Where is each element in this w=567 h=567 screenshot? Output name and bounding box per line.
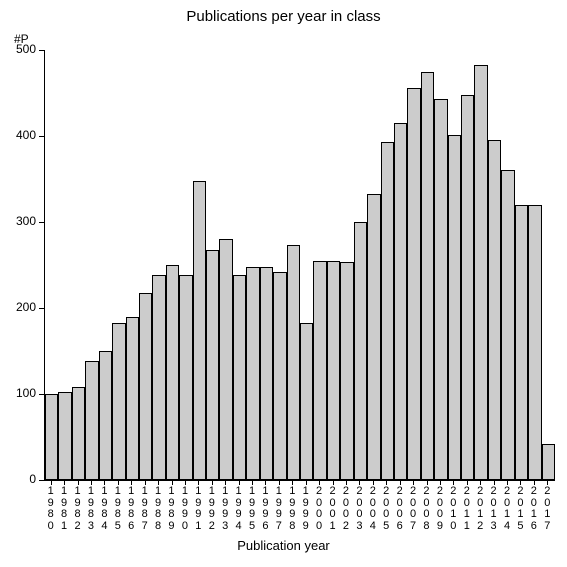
x-tick-label: 2 0 0 0 [312, 486, 325, 532]
bar [58, 392, 71, 480]
x-tick-label: 1 9 8 4 [98, 486, 111, 532]
chart-container: Publications per year in class #P Public… [0, 0, 567, 567]
y-tick-mark [39, 136, 44, 137]
bar [354, 222, 367, 480]
bar [273, 272, 286, 480]
bar [327, 261, 340, 480]
y-tick-label: 400 [6, 128, 36, 142]
bar [501, 170, 514, 480]
x-tick-label: 1 9 8 7 [138, 486, 151, 532]
bar [152, 275, 165, 480]
x-tick-label: 1 9 9 4 [232, 486, 245, 532]
bar [367, 194, 380, 480]
x-tick-label: 2 0 1 6 [527, 486, 540, 532]
bar [126, 317, 139, 480]
bar [421, 72, 434, 481]
bar [193, 181, 206, 480]
bar [542, 444, 555, 480]
bar [340, 262, 353, 480]
plot-area [44, 50, 555, 481]
bar [139, 293, 152, 480]
bar [260, 267, 273, 480]
bar [515, 205, 528, 480]
x-tick-label: 2 0 0 4 [366, 486, 379, 532]
x-tick-label: 2 0 0 8 [420, 486, 433, 532]
x-tick-label: 1 9 9 6 [259, 486, 272, 532]
bar [313, 261, 326, 480]
bar [488, 140, 501, 480]
y-tick-label: 300 [6, 214, 36, 228]
x-tick-label: 1 9 8 8 [151, 486, 164, 532]
x-axis-title: Publication year [0, 538, 567, 553]
bar [434, 99, 447, 480]
x-tick-label: 2 0 1 4 [500, 486, 513, 532]
x-tick-label: 1 9 8 6 [125, 486, 138, 532]
y-tick-mark [39, 394, 44, 395]
y-tick-mark [39, 308, 44, 309]
x-tick-label: 1 9 9 3 [218, 486, 231, 532]
bar [287, 245, 300, 480]
bar [528, 205, 541, 480]
y-tick-label: 100 [6, 386, 36, 400]
bar [166, 265, 179, 480]
bar [179, 275, 192, 480]
bar [300, 323, 313, 480]
x-tick-label: 2 0 1 5 [514, 486, 527, 532]
x-tick-label: 2 0 0 5 [380, 486, 393, 532]
bar [219, 239, 232, 480]
x-tick-label: 2 0 0 6 [393, 486, 406, 532]
bar [85, 361, 98, 480]
bar [407, 88, 420, 480]
y-tick-mark [39, 480, 44, 481]
y-tick-label: 0 [6, 472, 36, 486]
y-tick-mark [39, 222, 44, 223]
y-tick-label: 500 [6, 42, 36, 56]
bar [112, 323, 125, 480]
x-tick-label: 1 9 9 9 [299, 486, 312, 532]
x-tick-label: 2 0 0 9 [433, 486, 446, 532]
x-tick-label: 1 9 9 7 [272, 486, 285, 532]
bar [99, 351, 112, 480]
y-tick-mark [39, 50, 44, 51]
x-tick-label: 1 9 8 5 [111, 486, 124, 532]
x-tick-label: 1 9 9 0 [178, 486, 191, 532]
x-tick-label: 2 0 1 3 [487, 486, 500, 532]
x-tick-label: 2 0 0 1 [326, 486, 339, 532]
x-tick-label: 1 9 8 0 [44, 486, 57, 532]
x-tick-label: 2 0 0 3 [353, 486, 366, 532]
bar [461, 95, 474, 480]
bar [246, 267, 259, 480]
x-tick-label: 2 0 1 1 [460, 486, 473, 532]
x-tick-label: 1 9 8 1 [57, 486, 70, 532]
x-tick-label: 2 0 1 7 [541, 486, 554, 532]
x-tick-label: 1 9 8 2 [71, 486, 84, 532]
bar [474, 65, 487, 480]
x-tick-label: 1 9 8 9 [165, 486, 178, 532]
bar [206, 250, 219, 480]
bar [381, 142, 394, 480]
y-tick-label: 200 [6, 300, 36, 314]
x-tick-label: 1 9 9 1 [192, 486, 205, 532]
x-tick-label: 2 0 0 2 [339, 486, 352, 532]
bar [45, 394, 58, 480]
x-tick-label: 2 0 1 2 [473, 486, 486, 532]
x-tick-label: 1 9 9 5 [245, 486, 258, 532]
x-tick-label: 2 0 1 0 [447, 486, 460, 532]
bar [72, 387, 85, 480]
bar [233, 275, 246, 480]
chart-title: Publications per year in class [0, 8, 567, 25]
bar [394, 123, 407, 480]
x-tick-label: 1 9 8 3 [84, 486, 97, 532]
x-tick-label: 2 0 0 7 [406, 486, 419, 532]
x-tick-label: 1 9 9 2 [205, 486, 218, 532]
x-tick-label: 1 9 9 8 [286, 486, 299, 532]
bar [448, 135, 461, 480]
